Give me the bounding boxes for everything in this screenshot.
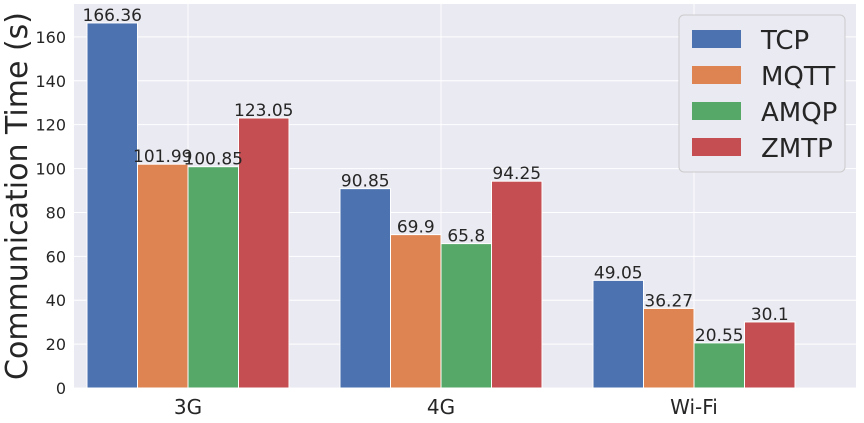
x-tick-label: 3G <box>174 395 202 419</box>
legend: TCP MQTT AMQP ZMTP <box>678 14 846 173</box>
y-tick-label: 0 <box>56 379 66 398</box>
bar-amqp <box>187 166 239 389</box>
bar-amqp <box>440 243 492 389</box>
y-tick-label: 120 <box>35 116 66 135</box>
y-axis-title: Communication Time (s) <box>0 12 35 380</box>
x-tick-label: 4G <box>427 395 455 419</box>
data-label: 90.85 <box>341 172 390 192</box>
legend-label: MQTT <box>761 62 835 92</box>
y-tick-label: 80 <box>46 203 66 222</box>
data-label: 94.25 <box>492 164 541 184</box>
data-label: 30.1 <box>751 305 789 325</box>
x-axis: 3G 4G Wi-Fi <box>174 395 718 419</box>
legend-swatch-tcp <box>692 30 741 48</box>
legend-swatch-zmtp <box>692 138 741 156</box>
bar-tcp <box>86 22 138 389</box>
bar-mqtt <box>643 307 695 389</box>
bar-mqtt <box>390 234 442 389</box>
data-label: 69.9 <box>397 218 435 238</box>
data-label: 65.8 <box>447 227 485 247</box>
data-label: 49.05 <box>594 263 643 283</box>
bar-zmtp <box>238 117 290 389</box>
bar-zmtp <box>744 321 796 389</box>
y-tick-label: 40 <box>46 291 66 310</box>
legend-label: AMQP <box>761 98 837 128</box>
data-label: 123.05 <box>234 101 293 121</box>
legend-swatch-mqtt <box>692 66 741 84</box>
y-tick-label: 100 <box>35 160 66 179</box>
data-label: 20.55 <box>695 326 744 346</box>
legend-swatch-amqp <box>692 102 741 120</box>
bar-mqtt <box>137 163 189 389</box>
legend-label: ZMTP <box>761 134 833 164</box>
bar-zmtp <box>491 180 543 389</box>
bar-amqp <box>693 342 745 389</box>
data-label: 100.85 <box>184 150 243 170</box>
data-labels: 166.36 90.85 49.05 101.99 69.9 36.27 100.85 65.… <box>83 6 789 346</box>
data-label: 101.99 <box>133 147 192 167</box>
data-label: 36.27 <box>644 291 693 311</box>
x-tick-label: Wi-Fi <box>670 395 718 419</box>
legend-box <box>678 14 846 173</box>
data-label: 166.36 <box>83 6 142 26</box>
y-tick-label: 140 <box>35 72 66 91</box>
y-tick-label: 20 <box>46 335 66 354</box>
legend-label: TCP <box>760 26 809 56</box>
y-axis: 0 20 40 60 80 100 120 140 160 <box>35 28 66 398</box>
y-tick-label: 60 <box>46 247 66 266</box>
bar-group <box>86 22 796 389</box>
bar-tcp <box>339 188 391 389</box>
bar-tcp <box>592 279 644 389</box>
y-tick-label: 160 <box>35 28 66 47</box>
